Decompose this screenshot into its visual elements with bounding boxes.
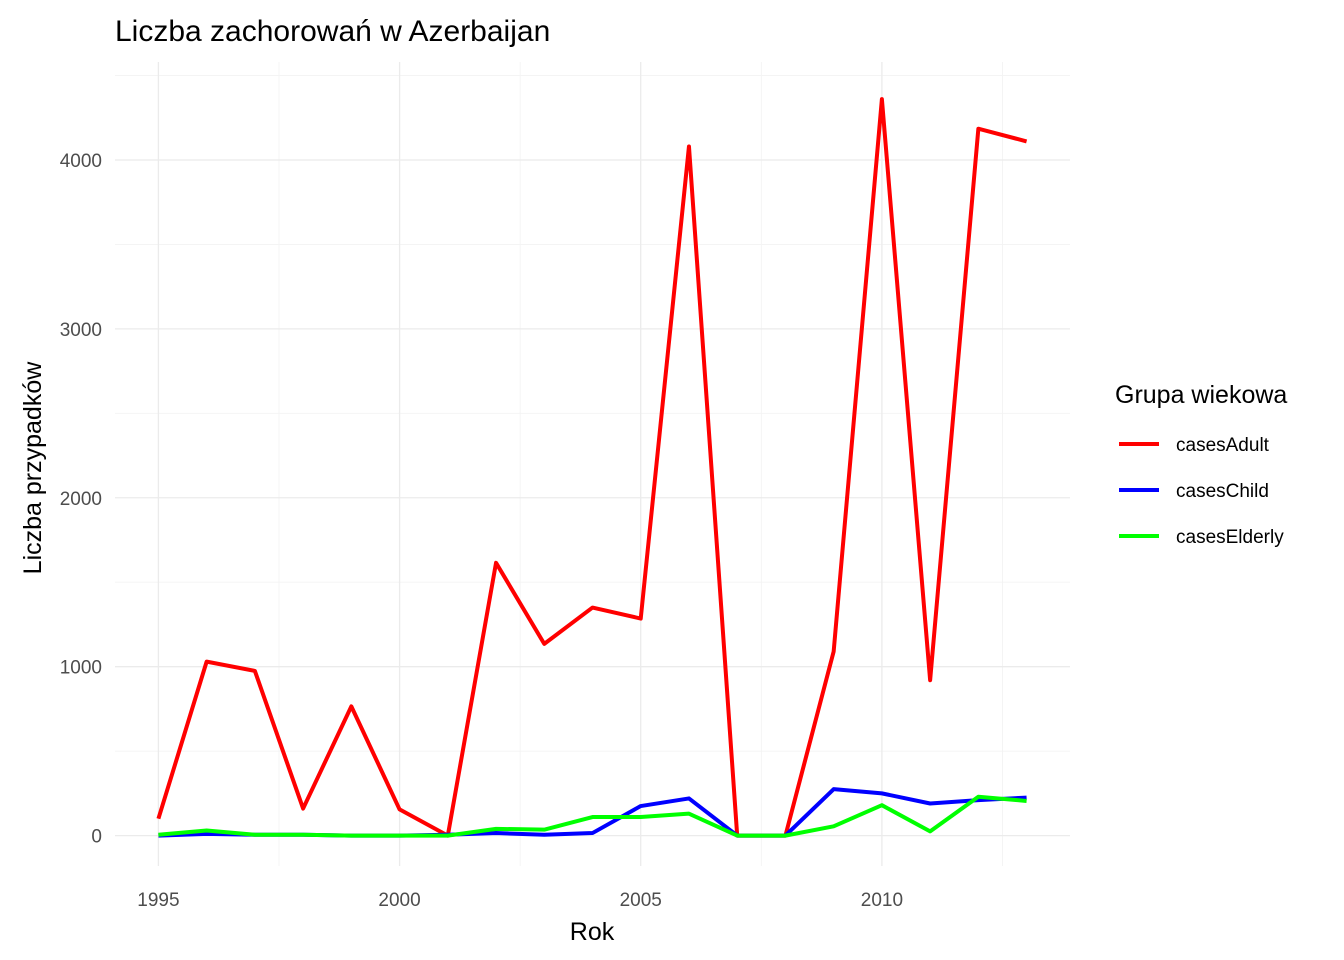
chart-title: Liczba zachorowań w Azerbaijan <box>115 15 550 48</box>
x-tick-label: 2000 <box>378 890 420 911</box>
series-line-casesAdult <box>156 97 1028 838</box>
x-tick-label: 2010 <box>861 890 903 911</box>
legend-items: casesAdult casesChild casesElderly <box>1119 435 1284 548</box>
y-tick-label: 2000 <box>60 489 102 510</box>
legend-label-casesAdult: casesAdult <box>1176 435 1270 456</box>
legend-label-casesElderly: casesElderly <box>1176 527 1284 548</box>
x-axis-ticks: 1995 2000 2005 2010 <box>137 890 903 911</box>
series-line-casesElderly <box>158 794 1027 838</box>
y-tick-label: 4000 <box>60 151 102 172</box>
x-axis-title: Rok <box>570 918 615 946</box>
y-tick-label: 3000 <box>60 320 102 341</box>
y-axis-ticks: 0 1000 2000 3000 4000 <box>60 151 102 848</box>
y-axis-title: Liczba przypadków <box>19 361 47 575</box>
legend-label-casesChild: casesChild <box>1176 481 1269 502</box>
x-tick-label: 1995 <box>137 890 179 911</box>
legend-title: Grupa wiekowa <box>1115 381 1287 409</box>
x-tick-label: 2005 <box>620 890 662 911</box>
y-tick-label: 1000 <box>60 658 102 679</box>
series-lines <box>156 97 1028 838</box>
grid <box>115 62 1070 866</box>
y-tick-label: 0 <box>91 827 102 848</box>
legend: Grupa wiekowa casesAdult casesChild casesE… <box>1115 381 1287 548</box>
